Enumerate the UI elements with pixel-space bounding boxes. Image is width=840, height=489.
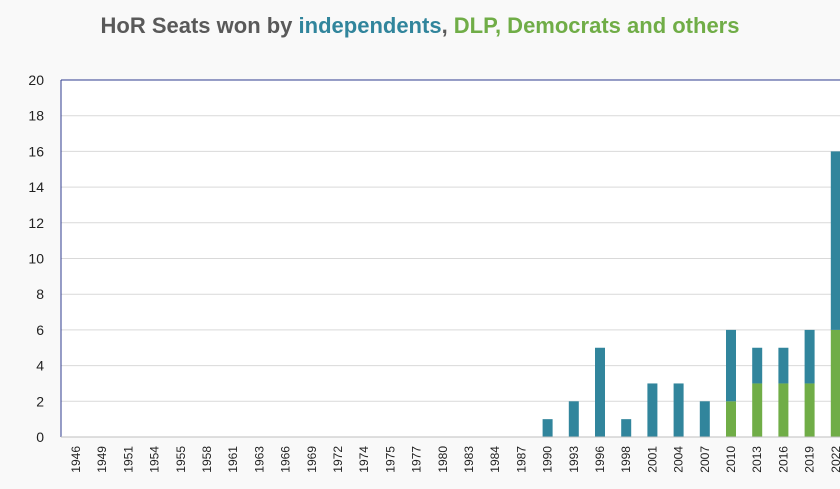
bar-segment-1993-s1 [568, 401, 579, 437]
x-tick-label: 1980 [436, 446, 450, 473]
x-tick-label: 1958 [200, 446, 214, 473]
x-tick-label: 1984 [488, 446, 502, 473]
x-tick-label: 2013 [750, 446, 764, 473]
x-tick-label: 1972 [331, 446, 345, 473]
bar-segment-2016-s0 [778, 383, 789, 437]
bar-segment-2010-s0 [726, 401, 736, 437]
bar-segment-2001-s1 [647, 383, 658, 437]
y-tick-label: 0 [36, 429, 44, 445]
x-tick-label: 1990 [541, 446, 555, 473]
gridlines [61, 115, 840, 402]
x-tick-label: 2004 [672, 446, 686, 473]
x-tick-label: 1983 [462, 446, 476, 473]
y-tick-label: 14 [28, 179, 44, 195]
x-tick-label: 1998 [619, 446, 633, 473]
x-tick-label: 1966 [279, 446, 293, 473]
y-tick-labels: 0 2 4 6 8 10 12 14 16 18 20 [28, 72, 44, 445]
bar-segment-2022-s1 [830, 151, 840, 330]
y-tick-label: 10 [28, 251, 44, 267]
x-tick-label: 2019 [803, 446, 817, 473]
y-tick-label: 4 [36, 358, 44, 374]
bar-segment-1998-s1 [621, 419, 632, 437]
y-tick-label: 20 [28, 72, 44, 88]
x-tick-label: 1987 [514, 446, 528, 473]
x-tick-label: 1969 [305, 446, 319, 473]
x-tick-label: 1961 [226, 446, 240, 473]
chart-title-part: , [442, 13, 454, 38]
x-tick-label: 1996 [593, 446, 607, 473]
bars [542, 151, 840, 437]
y-tick-label: 12 [28, 215, 44, 231]
bar-segment-2004-s1 [673, 383, 684, 437]
x-tick-label: 1954 [148, 446, 162, 473]
y-tick-label: 2 [36, 393, 44, 409]
x-tick-label: 1993 [567, 446, 581, 473]
y-tick-label: 8 [36, 286, 44, 302]
bar-segment-1990-s1 [542, 419, 553, 437]
bar-segment-2010-s1 [726, 329, 736, 402]
x-tick-label: 1975 [383, 446, 397, 473]
bar-segment-2013-s1 [752, 347, 763, 384]
chart-title-part: HoR Seats won by [101, 13, 299, 38]
y-tick-label: 16 [28, 143, 44, 159]
x-tick-label: 1949 [95, 446, 109, 473]
x-tick-label: 1974 [357, 446, 371, 473]
bar-segment-2019-s0 [804, 383, 815, 437]
bar-segment-2016-s1 [778, 347, 789, 384]
x-tick-label: 2016 [776, 446, 790, 473]
x-tick-label: 2007 [698, 446, 712, 473]
x-tick-label: 1955 [174, 446, 188, 473]
x-tick-labels: 1946 1949 1951 1954 1955 1958 1961 1963 1966 1969… [69, 446, 840, 473]
chart-title: HoR Seats won by independents, DLP, Demo… [101, 13, 740, 38]
chart-title-part: independents [299, 13, 442, 38]
x-tick-label: 1963 [252, 446, 266, 473]
x-tick-label: 1977 [410, 446, 424, 473]
y-tick-label: 6 [36, 322, 44, 338]
bar-segment-1996-s1 [595, 347, 605, 437]
x-tick-label: 2010 [724, 446, 738, 473]
x-tick-label: 1951 [121, 446, 135, 473]
bar-segment-2022-s0 [830, 329, 840, 437]
bar-segment-2013-s0 [752, 383, 763, 437]
x-tick-label: 2001 [645, 446, 659, 473]
x-tick-label: 2022 [829, 446, 840, 473]
bar-segment-2019-s1 [804, 329, 815, 384]
chart-title-part: DLP, Democrats and others [454, 13, 740, 38]
y-tick-label: 18 [28, 108, 44, 124]
bar-segment-2007-s1 [699, 401, 710, 437]
x-tick-label: 1946 [69, 446, 83, 473]
axes [60, 79, 840, 438]
